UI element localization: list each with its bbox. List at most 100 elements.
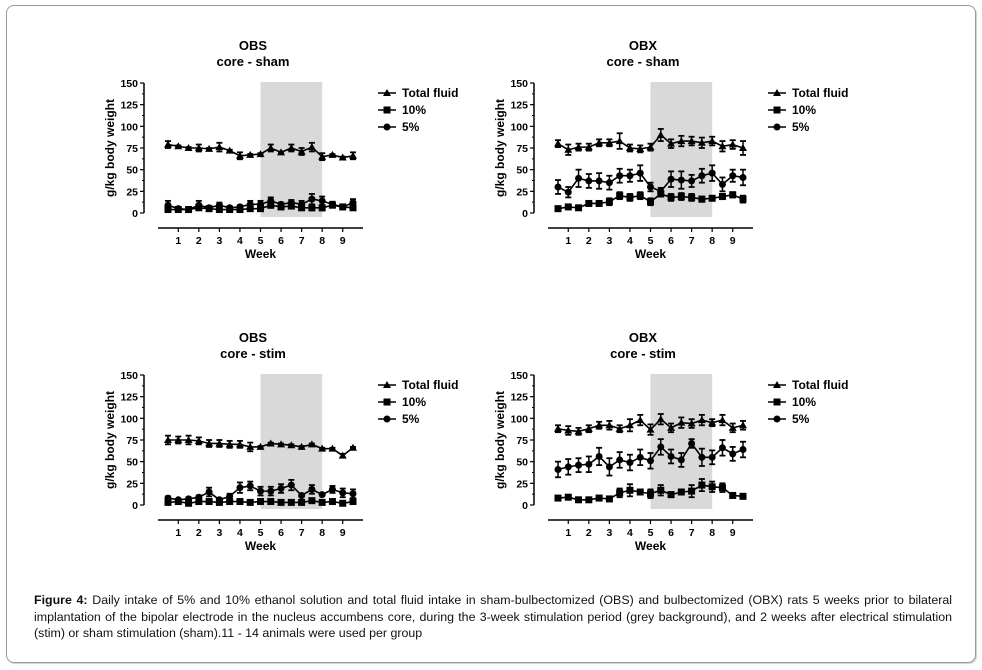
data-point xyxy=(584,143,593,151)
data-point xyxy=(349,490,357,498)
y-tick-label: 25 xyxy=(516,478,528,490)
y-tick-label: 150 xyxy=(510,78,528,90)
data-point xyxy=(266,439,275,447)
x-tick-label: 9 xyxy=(730,527,736,539)
data-point xyxy=(235,440,244,448)
series-10 xyxy=(554,190,747,213)
data-point xyxy=(739,144,747,151)
y-tick-label: 50 xyxy=(126,457,138,469)
data-point xyxy=(729,450,737,458)
legend-marker-icon xyxy=(773,381,781,388)
y-tick-label: 125 xyxy=(120,100,138,112)
data-point xyxy=(246,200,254,208)
data-point xyxy=(328,200,336,208)
data-point xyxy=(349,443,357,451)
chart-subtitle: core - stim xyxy=(220,346,286,361)
legend-marker-icon xyxy=(773,415,781,423)
x-tick-label: 4 xyxy=(627,527,633,539)
data-point xyxy=(194,144,203,151)
data-point xyxy=(626,172,634,180)
legend-marker-icon xyxy=(773,398,781,406)
legend-item: Total fluid xyxy=(378,378,458,392)
legend-item: 5% xyxy=(378,120,420,134)
data-point xyxy=(564,145,573,153)
series-total-fluid xyxy=(554,128,747,156)
data-point xyxy=(667,491,675,499)
x-axis-label: Week xyxy=(635,247,666,261)
x-tick-label: 8 xyxy=(709,527,715,539)
y-tick-label: 100 xyxy=(510,413,528,425)
data-point xyxy=(616,172,624,180)
data-point xyxy=(349,204,357,212)
data-point xyxy=(174,436,183,443)
data-point xyxy=(349,498,357,506)
data-point xyxy=(739,446,747,454)
data-point xyxy=(718,444,726,452)
y-tick-label: 75 xyxy=(126,143,138,155)
legend-item: Total fluid xyxy=(768,86,848,100)
data-point xyxy=(297,442,306,450)
data-point xyxy=(287,144,296,151)
x-tick-label: 7 xyxy=(689,527,695,539)
data-point xyxy=(636,488,644,496)
y-axis-label: g/kg body weight xyxy=(103,99,117,197)
data-point xyxy=(297,147,306,155)
data-point xyxy=(667,423,676,431)
data-point xyxy=(708,169,716,177)
data-point xyxy=(256,442,265,450)
data-point xyxy=(605,495,613,503)
data-point xyxy=(307,143,316,151)
data-point xyxy=(605,179,613,187)
data-point xyxy=(698,481,706,489)
data-point xyxy=(657,443,665,451)
legend-label: 10% xyxy=(402,395,426,409)
data-point xyxy=(625,421,634,429)
data-point xyxy=(308,485,316,493)
y-tick-label: 75 xyxy=(126,435,138,447)
y-tick-label: 50 xyxy=(126,165,138,177)
data-point xyxy=(574,427,583,435)
series-5 xyxy=(554,164,747,199)
data-point xyxy=(554,424,562,432)
data-point xyxy=(626,459,634,467)
y-tick-label: 125 xyxy=(510,392,528,404)
data-point xyxy=(616,456,624,464)
x-tick-label: 6 xyxy=(278,527,284,539)
series-5 xyxy=(554,438,747,479)
data-point xyxy=(636,453,644,461)
data-point xyxy=(677,456,685,464)
data-point xyxy=(226,204,234,212)
x-tick-label: 8 xyxy=(319,527,325,539)
legend-label: Total fluid xyxy=(792,378,848,392)
data-point xyxy=(636,192,644,200)
series-total-fluid xyxy=(554,413,747,436)
data-point xyxy=(564,188,572,196)
x-tick-label: 3 xyxy=(606,235,612,247)
data-point xyxy=(718,180,726,188)
data-point xyxy=(616,489,624,497)
data-point xyxy=(554,465,562,473)
data-point xyxy=(246,482,254,490)
legend-item: 10% xyxy=(768,395,816,409)
x-tick-label: 5 xyxy=(258,527,264,539)
data-point xyxy=(164,498,172,506)
caption-label: Figure 4: xyxy=(34,593,88,607)
y-axis-label: g/kg body weight xyxy=(493,99,507,197)
data-point xyxy=(287,498,295,506)
data-point xyxy=(185,206,193,214)
data-point xyxy=(307,440,316,448)
data-point xyxy=(708,418,717,426)
data-point xyxy=(708,194,716,202)
data-point xyxy=(739,195,747,203)
data-point xyxy=(287,481,295,489)
data-point xyxy=(636,416,645,424)
legend-marker-icon xyxy=(383,89,391,96)
data-point xyxy=(708,483,716,491)
data-point xyxy=(236,203,244,211)
y-tick-label: 150 xyxy=(120,78,138,90)
data-point xyxy=(215,439,224,447)
data-point xyxy=(718,416,727,424)
x-tick-label: 6 xyxy=(668,235,674,247)
